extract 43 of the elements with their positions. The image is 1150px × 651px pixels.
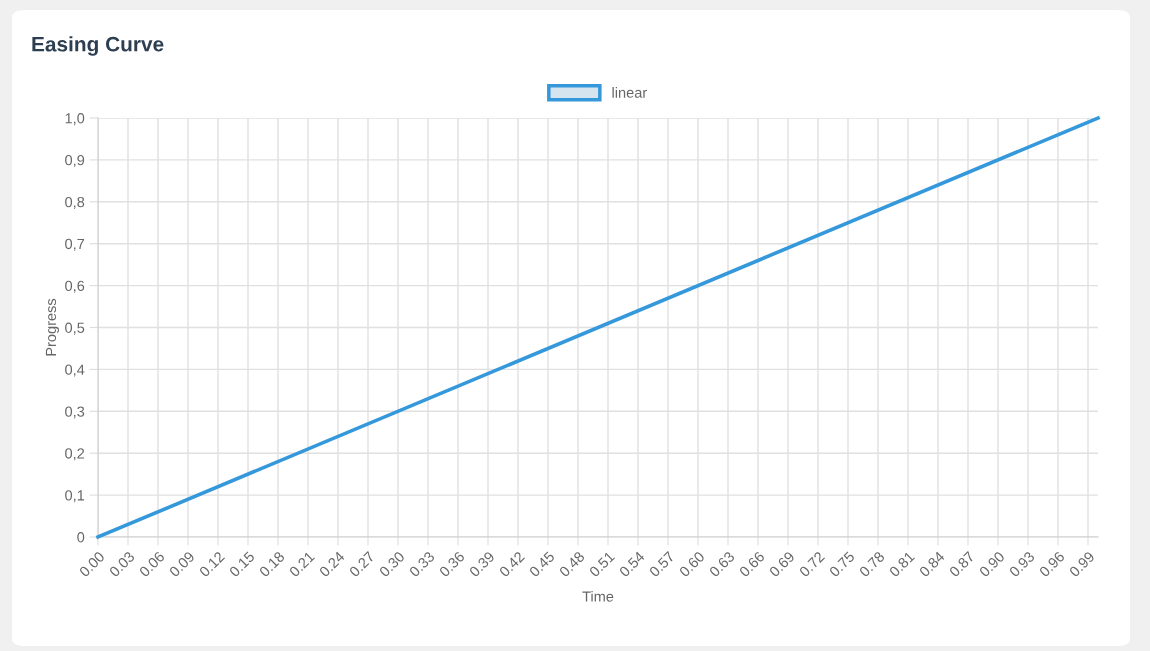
x-tick-label: 0.12 [198,550,226,578]
y-axis-title: Progress [45,298,59,356]
x-tick-label: 0.09 [168,550,196,578]
legend-label: linear [612,87,647,98]
x-tick-label: 0.81 [888,550,916,578]
y-tick-label: 0,3 [65,406,85,419]
y-tick-label: 0,5 [65,322,85,335]
y-tick-label: 0 [77,532,85,543]
x-tick-label: 0.84 [918,550,946,578]
x-tick-label: 0.90 [978,550,1006,578]
chart-title: Easing Curve [32,36,164,56]
x-tick-label: 0.06 [138,550,166,578]
x-tick-label: 0.33 [408,550,436,578]
y-tick-label: 0,8 [65,196,85,209]
x-tick-label: 0.39 [468,550,496,578]
y-tick-label: 0,2 [65,448,85,461]
x-tick-label: 0.00 [78,550,106,578]
y-tick-label: 1,0 [65,113,85,126]
x-tick-label: 0.69 [768,550,796,578]
y-tick-label: 0,1 [65,490,85,503]
x-tick-label: 0.96 [1038,550,1066,578]
x-tick-label: 0.36 [438,550,466,578]
x-tick-label: 0.99 [1068,550,1096,578]
x-tick-label: 0.03 [108,550,136,578]
x-axis-title: Time [582,590,614,602]
x-tick-label: 0.60 [678,550,706,578]
y-tick-label: 0,7 [65,238,85,251]
x-tick-label: 0.21 [288,550,316,578]
x-tick-label: 0.63 [708,550,736,578]
x-tick-label: 0.30 [378,550,406,578]
y-tick-label: 0,6 [65,280,85,293]
x-tick-label: 0.18 [258,550,286,578]
x-tick-label: 0.93 [1008,550,1036,578]
x-tick-label: 0.72 [798,550,826,578]
x-tick-label: 0.78 [858,550,886,578]
y-tick-label: 0,9 [65,155,85,168]
x-tick-label: 0.54 [618,550,646,578]
x-tick-label: 0.66 [738,550,766,578]
x-tick-label: 0.42 [498,550,526,578]
x-tick-label: 0.24 [318,550,346,578]
y-tick-label: 0,4 [65,364,85,377]
x-tick-label: 0.51 [588,550,616,578]
x-tick-label: 0.48 [558,550,586,578]
